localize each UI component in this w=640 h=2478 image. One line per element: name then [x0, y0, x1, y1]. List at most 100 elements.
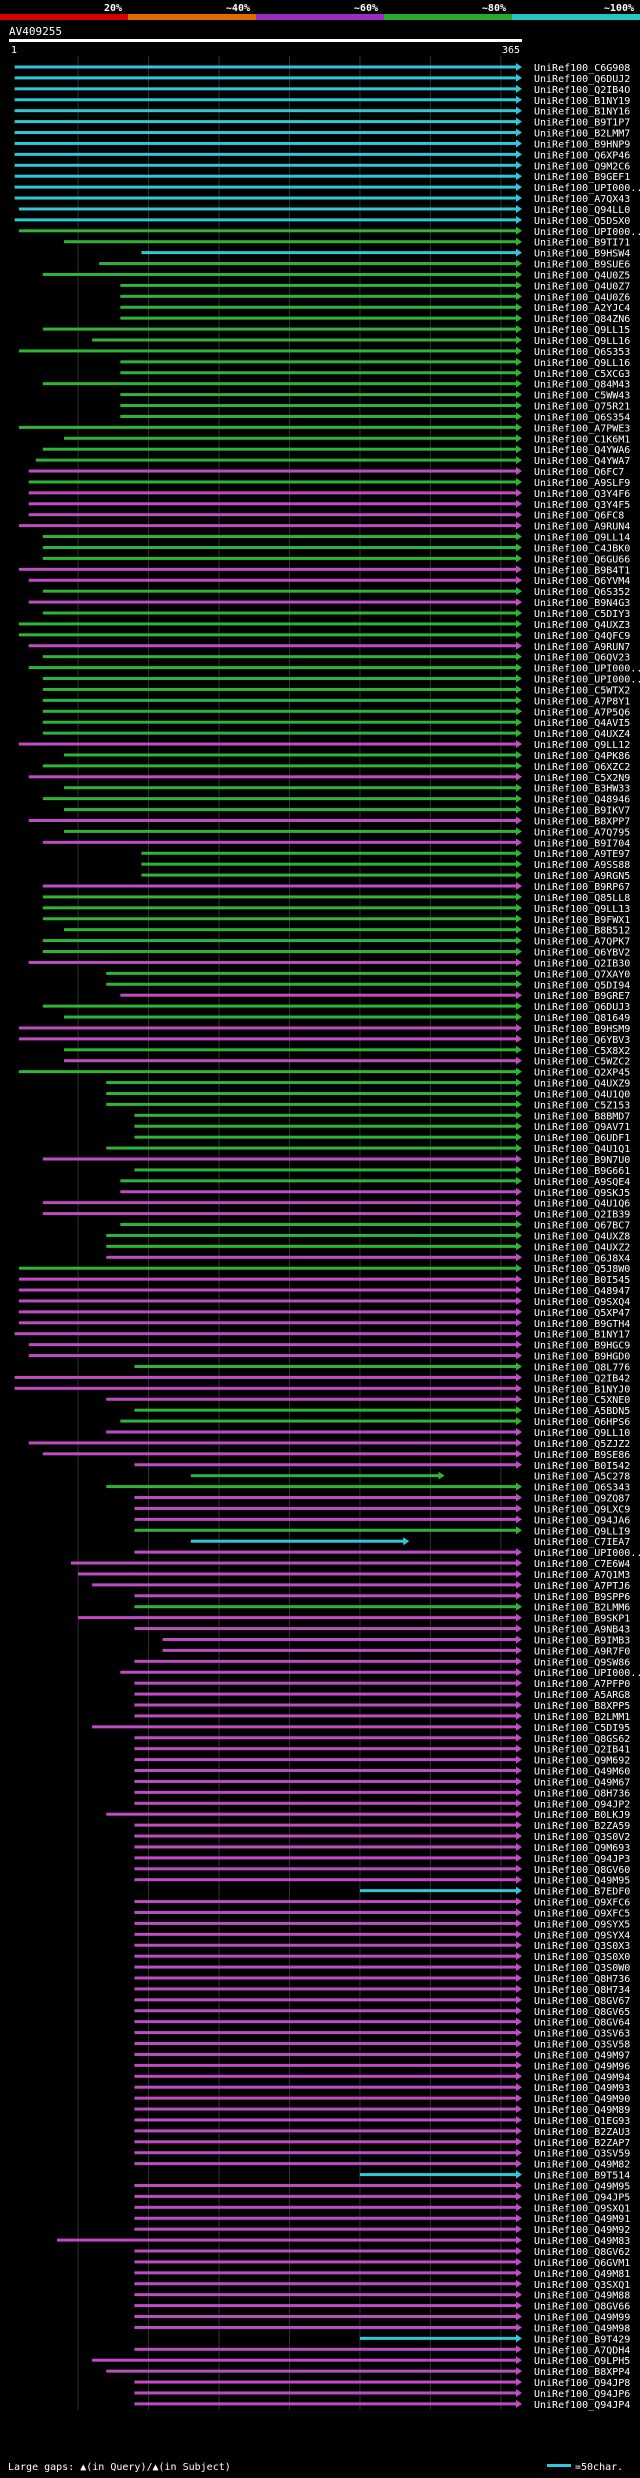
hit-row[interactable]: UniRef100_Q9LPH5 [92, 2356, 630, 2367]
hit-label[interactable]: UniRef100_Q2IB42 [534, 1373, 630, 1384]
hit-label[interactable]: UniRef100_Q4U0Z6 [534, 292, 630, 303]
hit-row[interactable]: UniRef100_Q3SXQ1 [134, 2279, 630, 2291]
hit-row[interactable]: UniRef100_Q2IB41 [134, 1744, 630, 1756]
hit-row[interactable]: UniRef100_Q6S353 [18, 346, 630, 358]
hit-label[interactable]: UniRef100_Q4U0Z7 [534, 281, 630, 292]
hit-label[interactable]: UniRef100_Q9M2C6 [534, 161, 630, 172]
hit-row[interactable]: UniRef100_Q6YBV2 [42, 947, 631, 959]
hit-row[interactable]: UniRef100_UPI000... [42, 674, 640, 686]
hit-row[interactable]: UniRef100_Q49M99 [134, 2312, 630, 2324]
hit-row[interactable]: UniRef100_B9T429 [359, 2334, 630, 2345]
hit-row[interactable]: UniRef100_B9SUE6 [99, 259, 630, 271]
hit-row[interactable]: UniRef100_B9FWX1 [42, 914, 631, 926]
hit-label[interactable]: UniRef100_Q9SXQ4 [534, 1297, 630, 1308]
hit-label[interactable]: UniRef100_Q6FC8 [534, 511, 624, 522]
hit-label[interactable]: UniRef100_Q94JP2 [534, 1799, 630, 1810]
hit-label[interactable]: UniRef100_Q3Y4F6 [534, 489, 630, 500]
hit-row[interactable]: UniRef100_B8XPP7 [28, 816, 631, 827]
hit-row[interactable]: UniRef100_Q84M43 [42, 379, 631, 391]
hit-label[interactable]: UniRef100_B2LMM7 [534, 129, 630, 140]
hit-row[interactable]: UniRef100_A7QDH4 [134, 2345, 630, 2356]
hit-label[interactable]: UniRef100_Q4U1Q6 [534, 1199, 630, 1210]
hit-row[interactable]: UniRef100_Q94JP4 [134, 2399, 630, 2411]
hit-row[interactable]: UniRef100_Q6UDF1 [134, 1133, 630, 1144]
hit-row[interactable]: UniRef100_Q48946 [42, 794, 631, 806]
hit-label[interactable]: UniRef100_Q49M81 [534, 2269, 630, 2280]
hit-label[interactable]: UniRef100_Q49M60 [534, 1767, 630, 1778]
hit-row[interactable]: UniRef100_B8XPP4 [106, 2367, 630, 2378]
hit-row[interactable]: UniRef100_Q49M90 [134, 2094, 630, 2105]
hit-row[interactable]: UniRef100_Q84ZN6 [120, 314, 630, 325]
hit-label[interactable]: UniRef100_B9IKV7 [534, 806, 630, 817]
hit-label[interactable]: UniRef100_A9TE97 [534, 849, 630, 860]
hit-label[interactable]: UniRef100_B9T1P7 [534, 118, 630, 129]
hit-label[interactable]: UniRef100_Q3Y4F5 [534, 500, 630, 511]
hit-label[interactable]: UniRef100_Q6QV23 [534, 653, 630, 664]
hit-label[interactable]: UniRef100_Q8GV65 [534, 2007, 630, 2018]
hit-row[interactable]: UniRef100_A7QPK7 [42, 936, 631, 948]
hit-row[interactable]: UniRef100_Q9M2C6 [14, 161, 631, 172]
hit-row[interactable]: UniRef100_Q85LL8 [42, 892, 631, 904]
hit-row[interactable]: UniRef100_B8BMD7 [134, 1111, 630, 1122]
hit-row[interactable]: UniRef100_B9T1P7 [14, 117, 631, 129]
hit-label[interactable]: UniRef100_Q9LLI9 [534, 1526, 630, 1537]
hit-row[interactable]: UniRef100_A9SLF9 [28, 477, 631, 489]
hit-row[interactable]: UniRef100_Q4U1Q6 [42, 1198, 631, 1210]
hit-row[interactable]: UniRef100_C5WZC2 [63, 1056, 630, 1068]
hit-label[interactable]: UniRef100_C7IEA7 [534, 1537, 630, 1548]
hit-row[interactable]: UniRef100_A5BDN5 [134, 1406, 630, 1417]
hit-label[interactable]: UniRef100_B3HW33 [534, 784, 630, 795]
hit-row[interactable]: UniRef100_Q2XP45 [18, 1067, 630, 1079]
hit-label[interactable]: UniRef100_Q49M95 [534, 1876, 630, 1887]
hit-label[interactable]: UniRef100_A9RUN4 [534, 522, 630, 533]
hit-label[interactable]: UniRef100_B9RP67 [534, 882, 630, 893]
hit-label[interactable]: UniRef100_Q9M692 [534, 1756, 630, 1767]
hit-label[interactable]: UniRef100_Q84M43 [534, 380, 630, 391]
hit-row[interactable]: UniRef100_B2LMM1 [134, 1711, 630, 1723]
hit-row[interactable]: UniRef100_Q3Y4F6 [28, 488, 631, 500]
hit-label[interactable]: UniRef100_C5XCG3 [534, 369, 630, 380]
hit-label[interactable]: UniRef100_Q9M693 [534, 1843, 630, 1854]
hit-label[interactable]: UniRef100_B9IMB3 [534, 1635, 630, 1646]
hit-row[interactable]: UniRef100_C5X8X2 [63, 1045, 630, 1057]
hit-label[interactable]: UniRef100_A9RUN7 [534, 642, 630, 653]
hit-label[interactable]: UniRef100_A9NB43 [534, 1625, 630, 1636]
hit-label[interactable]: UniRef100_B9HGD0 [534, 1352, 630, 1363]
hit-label[interactable]: UniRef100_Q3S0X3 [534, 1941, 630, 1952]
hit-label[interactable]: UniRef100_A7PFP0 [534, 1679, 630, 1690]
hit-label[interactable]: UniRef100_Q9XFC6 [534, 1898, 630, 1909]
hit-label[interactable]: UniRef100_Q7XAY0 [534, 969, 630, 980]
hit-label[interactable]: UniRef100_Q49M89 [534, 2105, 630, 2116]
hit-label[interactable]: UniRef100_A7P5Q6 [534, 707, 630, 718]
hit-label[interactable]: UniRef100_A5BDN5 [534, 1406, 630, 1417]
hit-row[interactable]: UniRef100_Q94JP8 [134, 2378, 630, 2389]
hit-row[interactable]: UniRef100_B0LKJ9 [106, 1810, 630, 1821]
hit-row[interactable]: UniRef100_B2LMM7 [14, 128, 631, 140]
hit-row[interactable]: UniRef100_Q5DSX0 [14, 215, 631, 227]
hit-row[interactable]: UniRef100_B9T514 [359, 2170, 630, 2182]
hit-row[interactable]: UniRef100_Q49M98 [134, 2323, 630, 2334]
hit-row[interactable]: UniRef100_Q5J8W0 [18, 1264, 630, 1275]
hit-row[interactable]: UniRef100_Q6S343 [106, 1482, 630, 1494]
hit-label[interactable]: UniRef100_Q6HPS6 [534, 1417, 630, 1428]
hit-row[interactable]: UniRef100_Q9SXQ4 [18, 1296, 630, 1308]
hit-label[interactable]: UniRef100_Q2IB30 [534, 958, 630, 969]
hit-label[interactable]: UniRef100_B8B512 [534, 926, 630, 937]
hit-label[interactable]: UniRef100_Q3SV59 [534, 2149, 630, 2160]
hit-label[interactable]: UniRef100_Q48946 [534, 795, 630, 806]
hit-row[interactable]: UniRef100_Q9LL10 [106, 1428, 630, 1439]
hit-label[interactable]: UniRef100_Q49M83 [534, 2236, 630, 2247]
hit-label[interactable]: UniRef100_Q8GV66 [534, 2302, 630, 2313]
hit-label[interactable]: UniRef100_A7QDH4 [534, 2345, 630, 2356]
hit-row[interactable]: UniRef100_Q49M89 [134, 2105, 630, 2116]
hit-row[interactable]: UniRef100_Q8GV66 [134, 2301, 630, 2313]
hit-row[interactable]: UniRef100_Q75R21 [120, 401, 630, 413]
hit-row[interactable]: UniRef100_Q81649 [63, 1013, 630, 1024]
hit-row[interactable]: UniRef100_Q6DUJ3 [42, 1002, 631, 1013]
hit-label[interactable]: UniRef100_B1NY19 [534, 96, 630, 107]
hit-label[interactable]: UniRef100_B8XPP7 [534, 816, 630, 827]
hit-row[interactable]: UniRef100_Q6YBV3 [18, 1034, 630, 1046]
hit-label[interactable]: UniRef100_Q49M96 [534, 2061, 630, 2072]
hit-row[interactable]: UniRef100_A5ARG8 [134, 1690, 630, 1701]
hit-row[interactable]: UniRef100_Q5XP47 [18, 1307, 630, 1319]
